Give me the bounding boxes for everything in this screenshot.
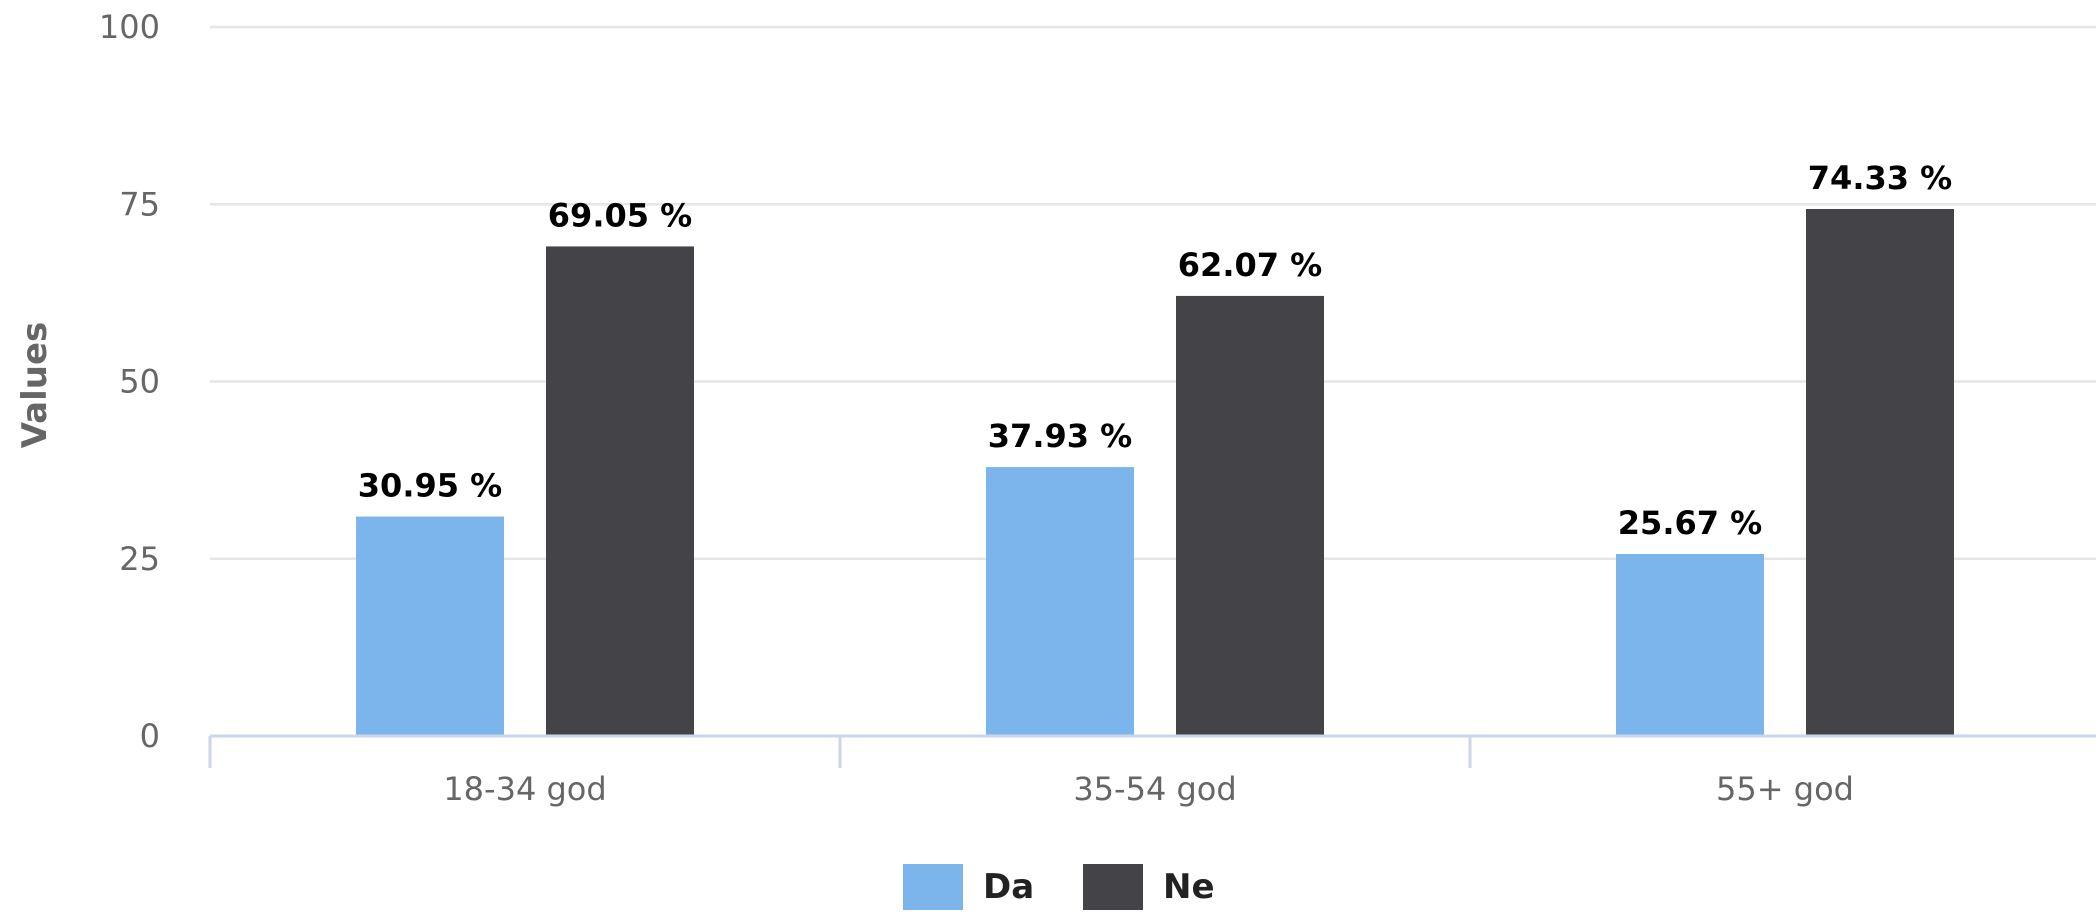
bar-ne[interactable] <box>1806 209 1954 736</box>
y-axis-label: Values <box>15 322 55 449</box>
x-tick-label: 55+ god <box>1716 770 1854 808</box>
y-tick-label: 100 <box>99 8 160 46</box>
y-tick-label: 75 <box>119 185 160 223</box>
legend-swatch-da[interactable] <box>903 864 963 910</box>
x-tick-label: 18-34 god <box>443 770 606 808</box>
bar-ne[interactable] <box>546 246 694 737</box>
data-label: 30.95 % <box>358 467 502 505</box>
bar-da[interactable] <box>1616 553 1764 736</box>
data-label: 69.05 % <box>548 196 692 234</box>
data-label: 74.33 % <box>1808 159 1952 197</box>
gridlines <box>210 25 2096 560</box>
data-labels: 30.95 % 69.05 % 37.93 % 62.07 % 25.67 % 74.33… <box>358 159 1952 542</box>
y-tick-label: 0 <box>140 717 160 755</box>
legend-label-da[interactable]: Da <box>983 867 1034 907</box>
bars <box>356 209 1954 737</box>
y-tick-label: 50 <box>119 363 160 401</box>
legend-swatch-ne[interactable] <box>1083 864 1143 910</box>
bar-da[interactable] <box>986 467 1134 736</box>
data-label: 37.93 % <box>988 417 1132 455</box>
data-label: 62.07 % <box>1178 246 1322 284</box>
data-label: 25.67 % <box>1618 504 1762 542</box>
bar-da[interactable] <box>356 516 504 736</box>
y-tick-label: 25 <box>119 540 160 578</box>
legend[interactable]: Da Ne <box>903 864 1215 910</box>
x-tick-label: 35-54 god <box>1073 770 1236 808</box>
legend-label-ne[interactable]: Ne <box>1163 867 1215 907</box>
y-axis-ticks: 0 25 50 75 100 <box>99 8 160 755</box>
x-axis: 18-34 god 35-54 god 55+ god <box>208 734 2096 808</box>
bar-ne[interactable] <box>1176 295 1324 736</box>
